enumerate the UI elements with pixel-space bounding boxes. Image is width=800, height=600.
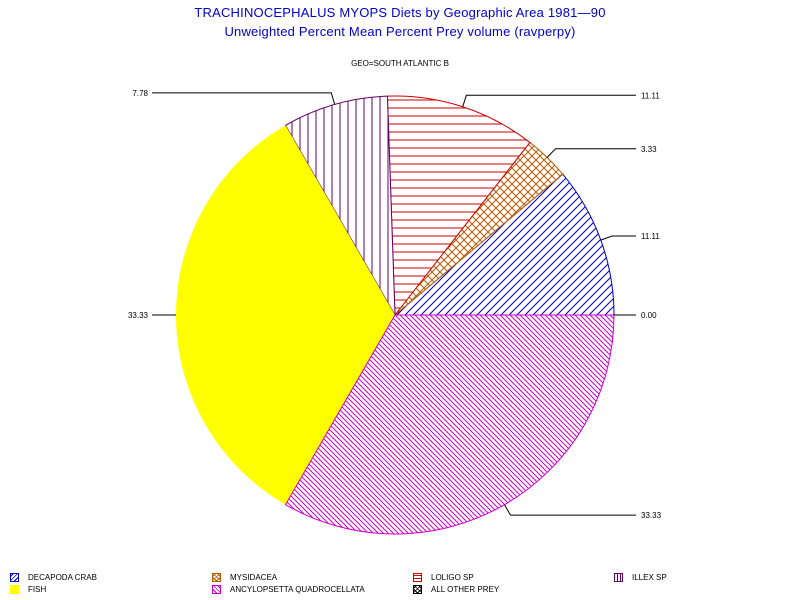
legend-swatch-icon bbox=[212, 573, 221, 582]
legend-swatch-icon bbox=[413, 573, 422, 582]
legend-swatch-icon bbox=[413, 585, 422, 594]
legend-swatch-icon bbox=[212, 585, 221, 594]
pie-slice-ancylopsetta-quadrocellata bbox=[284, 314, 615, 535]
group-label: GEO=SOUTH ATLANTIC B bbox=[351, 59, 449, 68]
pie-slices bbox=[175, 95, 615, 535]
pie-slice-illex-sp bbox=[284, 95, 396, 316]
leader-line-mysidacea bbox=[546, 148, 636, 158]
chart-title: TRACHINOCEPHALUS MYOPS Diets by Geograph… bbox=[194, 5, 606, 20]
legend-label: FISH bbox=[28, 585, 47, 594]
value-label-illex-sp: 7.78 bbox=[132, 89, 148, 98]
legend-item-fish: FISH bbox=[10, 584, 46, 595]
pie-chart: 11.11 3.33 11.11 7.78 33.33 33.33 0.00 bbox=[128, 89, 662, 535]
value-label-mysidacea: 3.33 bbox=[641, 145, 657, 154]
legend-label: ANCYLOPSETTA QUADROCELLATA bbox=[230, 585, 365, 594]
legend-item-all-other-prey: ALL OTHER PREY bbox=[413, 584, 499, 595]
value-label-loligo-sp: 11.11 bbox=[641, 91, 660, 100]
leader-line-ancylopsetta-quadrocellata bbox=[504, 504, 636, 516]
value-label-fish: 33.33 bbox=[128, 311, 149, 320]
leader-line-illex-sp bbox=[152, 92, 336, 105]
legend-swatch-icon bbox=[614, 573, 623, 582]
legend-swatch-icon bbox=[10, 585, 19, 594]
leader-line-loligo-sp bbox=[462, 94, 636, 107]
leader-line-decapoda-crab bbox=[600, 235, 636, 241]
value-label-decapoda-crab: 11.11 bbox=[641, 232, 660, 241]
legend-item-mysidacea: MYSIDACEA bbox=[212, 572, 277, 583]
legend-item-decapoda-crab: DECAPODA CRAB bbox=[10, 572, 97, 583]
legend: DECAPODA CRAB MYSIDACEA LOLIGO SP ILLEX … bbox=[0, 572, 800, 600]
legend-item-illex-sp: ILLEX SP bbox=[614, 572, 667, 583]
pie-value-labels: 11.11 3.33 11.11 7.78 33.33 33.33 0.00 bbox=[128, 89, 662, 520]
chart-subtitle: Unweighted Percent Mean Percent Prey vol… bbox=[224, 24, 576, 39]
pie-leader-lines bbox=[152, 92, 636, 516]
value-label-all-other-prey: 0.00 bbox=[641, 311, 657, 320]
legend-item-loligo-sp: LOLIGO SP bbox=[413, 572, 474, 583]
value-label-ancylopsetta-quadrocellata: 33.33 bbox=[641, 511, 662, 520]
legend-label: DECAPODA CRAB bbox=[28, 573, 97, 582]
pie-slice-decapoda-crab bbox=[393, 173, 615, 316]
legend-item-ancylopsetta-quadrocellata: ANCYLOPSETTA QUADROCELLATA bbox=[212, 584, 365, 595]
legend-label: ALL OTHER PREY bbox=[431, 585, 500, 594]
legend-label: MYSIDACEA bbox=[230, 573, 278, 582]
legend-swatch-icon bbox=[10, 573, 19, 582]
pie-slice-loligo-sp bbox=[386, 95, 531, 317]
legend-label: ILLEX SP bbox=[632, 573, 667, 582]
legend-label: LOLIGO SP bbox=[431, 573, 474, 582]
